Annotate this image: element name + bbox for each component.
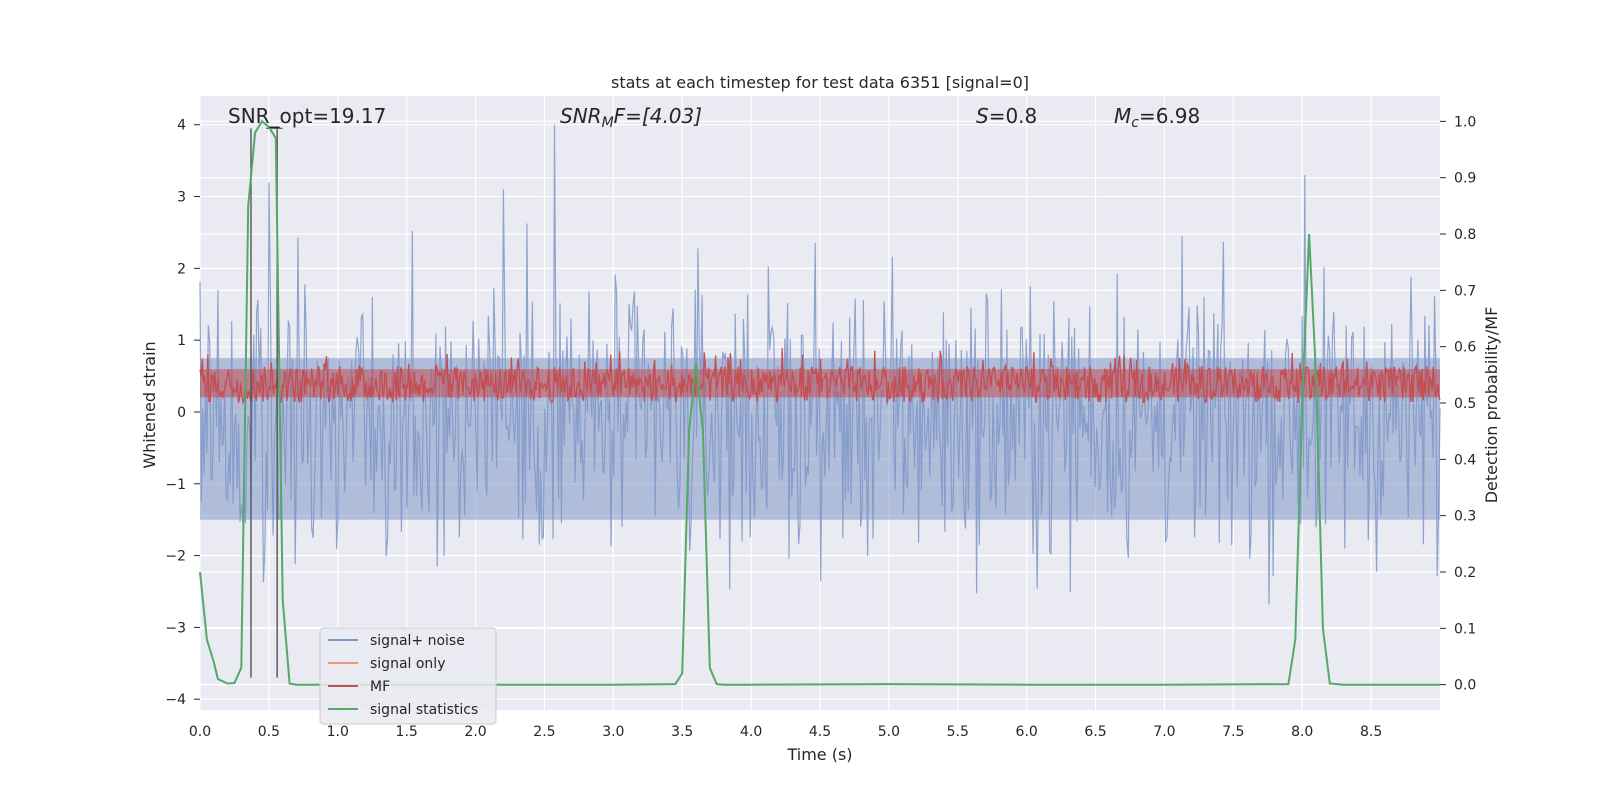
x-tick-label: 4.0 bbox=[740, 724, 762, 740]
x-tick-label: 2.5 bbox=[533, 724, 555, 740]
y-right-tick-label: 0.2 bbox=[1454, 565, 1476, 581]
annotation-s: S=0.8 bbox=[976, 104, 1037, 128]
annotation-snr-mf-base: SNR bbox=[560, 104, 602, 128]
annotation-snr-mf-sub: M bbox=[602, 115, 614, 131]
x-tick-label: 7.5 bbox=[1222, 724, 1244, 740]
x-tick-label: 4.5 bbox=[809, 724, 831, 740]
x-tick-label: 8.0 bbox=[1291, 724, 1313, 740]
y-left-tick-label: −1 bbox=[165, 477, 186, 493]
y-left-tick-label: 2 bbox=[177, 261, 186, 277]
y-right-axis-ticks: 1.0 0.9 0.8 0.7 0.6 0.5 0.4 0.3 0.2 0.1 0.0 bbox=[1440, 114, 1476, 694]
chart-title: stats at each timestep for test data 635… bbox=[611, 73, 1029, 92]
x-tick-label: 3.0 bbox=[602, 724, 624, 740]
x-tick-label: 0.5 bbox=[258, 724, 280, 740]
y-left-tick-label: 4 bbox=[177, 118, 186, 134]
x-axis-title: Time (s) bbox=[786, 745, 852, 764]
x-tick-label: 6.5 bbox=[1084, 724, 1106, 740]
series-signal-statistics bbox=[199, 119, 1440, 686]
x-axis-ticks: 0.0 0.5 1.0 1.5 2.0 2.5 3.0 3.5 4.0 4.5 5.0 5.5 6.0 6… bbox=[189, 724, 1382, 740]
noise-line bbox=[199, 124, 1441, 605]
y-right-tick-label: 1.0 bbox=[1454, 114, 1476, 130]
legend-label-signal-only: signal only bbox=[370, 656, 445, 672]
y-right-tick-label: 0.5 bbox=[1454, 396, 1476, 412]
y-left-tick-label: 3 bbox=[177, 190, 186, 206]
y-left-tick-label: −3 bbox=[165, 620, 186, 636]
x-tick-label: 1.0 bbox=[327, 724, 349, 740]
y-right-tick-label: 0.7 bbox=[1454, 283, 1476, 299]
x-tick-label: 5.0 bbox=[878, 724, 900, 740]
annotation-mc: Mc=6.98 bbox=[1114, 104, 1200, 131]
x-tick-label: 7.0 bbox=[1153, 724, 1175, 740]
legend-box bbox=[319, 627, 497, 725]
y-right-tick-label: 0.3 bbox=[1454, 509, 1476, 525]
legend-label-signal-noise: signal+ noise bbox=[370, 633, 465, 649]
y-right-tick-label: 0.0 bbox=[1454, 678, 1476, 694]
y-right-tick-label: 0.6 bbox=[1454, 340, 1476, 356]
y-left-tick-label: −4 bbox=[165, 692, 186, 708]
y-left-tick-label: −2 bbox=[165, 549, 186, 565]
annotation-s-base: S bbox=[976, 104, 989, 128]
annotation-snr-opt: SNR_opt=19.17 bbox=[228, 104, 386, 128]
y-right-tick-label: 0.1 bbox=[1454, 621, 1476, 637]
signal-statistics-line bbox=[199, 119, 1440, 686]
legend: signal+ noise signal only MF signal stat… bbox=[319, 627, 497, 725]
y-right-tick-label: 0.9 bbox=[1454, 171, 1476, 187]
annotation-snr-mf: SNRMF=[4.03] bbox=[560, 104, 702, 131]
annotation-mc-base: M bbox=[1114, 104, 1131, 128]
x-tick-label: 6.0 bbox=[1016, 724, 1038, 740]
y-right-axis-title: Detection probability/MF bbox=[1482, 307, 1501, 504]
annotation-snr-mf-rest: F=[4.03] bbox=[614, 104, 702, 128]
y-left-axis-title: Whitened strain bbox=[140, 341, 159, 468]
annotation-s-rest: =0.8 bbox=[989, 104, 1038, 128]
x-tick-label: 5.5 bbox=[947, 724, 969, 740]
series-mf bbox=[199, 348, 1441, 405]
annotation-mc-rest: =6.98 bbox=[1139, 104, 1200, 128]
annotation-mc-sub: c bbox=[1131, 115, 1139, 131]
y-right-tick-label: 0.4 bbox=[1454, 452, 1476, 468]
x-tick-label: 8.5 bbox=[1360, 724, 1382, 740]
y-left-axis-ticks: 4 3 2 1 0 −1 −2 −3 −4 bbox=[165, 118, 200, 708]
legend-label-mf: MF bbox=[370, 679, 390, 695]
mf-density-band bbox=[200, 369, 1440, 398]
x-tick-label: 3.5 bbox=[671, 724, 693, 740]
y-right-tick-label: 0.8 bbox=[1454, 227, 1476, 243]
y-left-tick-label: 0 bbox=[177, 405, 186, 421]
legend-label-signal-statistics: signal statistics bbox=[370, 702, 478, 718]
x-tick-label: 2.0 bbox=[464, 724, 486, 740]
y-left-tick-label: 1 bbox=[177, 333, 186, 349]
x-tick-label: 1.5 bbox=[396, 724, 418, 740]
x-tick-label: 0.0 bbox=[189, 724, 211, 740]
